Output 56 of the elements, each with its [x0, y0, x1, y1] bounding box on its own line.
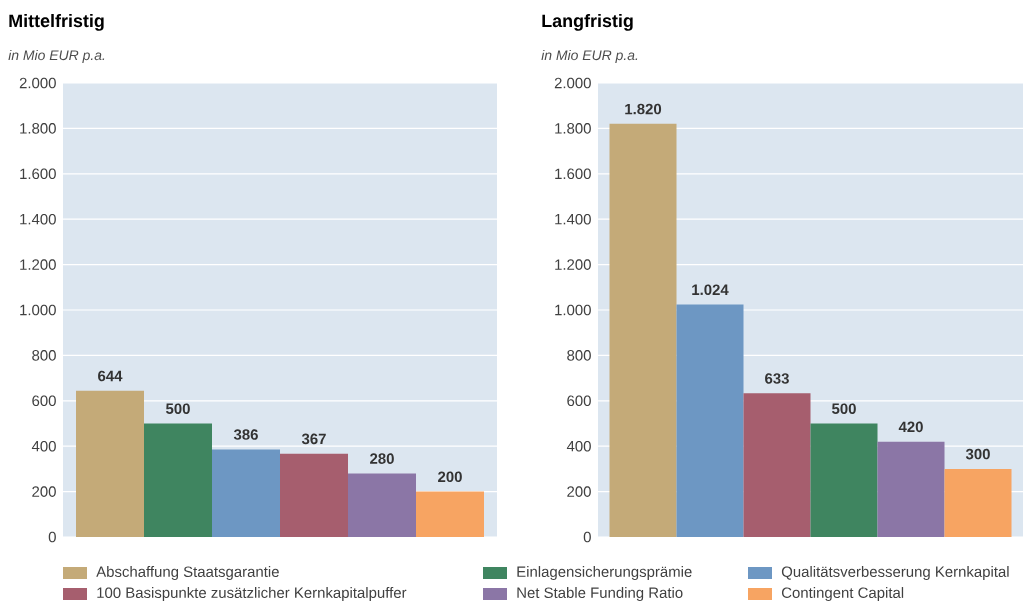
bar [280, 453, 348, 538]
y-tick-label: 600 [32, 395, 56, 407]
data-label: 633 [765, 373, 789, 384]
y-tick-label: 1.800 [555, 123, 591, 134]
data-label: 644 [98, 370, 123, 382]
y-tick-label: 0 [48, 531, 56, 543]
data-label: 300 [965, 448, 990, 460]
data-label: 1.820 [625, 103, 662, 115]
data-label: 420 [898, 421, 923, 433]
bar [944, 468, 1012, 538]
y-tick-label: 400 [31, 440, 56, 452]
bar [676, 304, 744, 538]
legend-label: Abschaffung Staatsgarantie [96, 566, 279, 580]
legend-label: Net Stable Funding Ratio [517, 587, 683, 601]
chart-title: Mittelfristig [9, 14, 104, 31]
data-label: 500 [165, 403, 190, 414]
bar [810, 423, 878, 538]
legend-label: 100 Basispunkte zusätzlicher Kernkapitalpuffer [97, 587, 407, 601]
bar [743, 393, 811, 538]
bar [348, 473, 416, 538]
y-tick-label: 800 [567, 350, 591, 361]
legend-label: Qualitätsverbesserung Kernkapital [781, 566, 1009, 580]
y-tick-label: 1.000 [555, 304, 591, 316]
data-label: 386 [233, 429, 258, 440]
y-tick-label: 800 [32, 350, 56, 361]
y-tick-label: 400 [566, 440, 591, 452]
bar [144, 423, 212, 538]
y-tick-label: 1.400 [555, 213, 591, 225]
y-tick-label: 2.000 [554, 77, 591, 89]
y-tick-label: 2.000 [19, 77, 56, 89]
y-tick-label: 600 [567, 395, 591, 407]
chart-title: Langfristig [542, 14, 633, 31]
bar [76, 390, 144, 538]
data-label: 280 [370, 453, 394, 464]
data-label: 1.024 [692, 284, 729, 296]
y-tick-label: 200 [32, 486, 56, 497]
legend-label: Einlagensicherungsprämie [517, 566, 692, 580]
bar [416, 491, 484, 538]
data-label: 200 [438, 471, 462, 483]
y-tick-label: 1.800 [20, 123, 56, 134]
y-tick-label: 1.400 [20, 213, 56, 225]
y-tick-label: 1.000 [20, 304, 56, 316]
bar [877, 441, 945, 538]
y-tick-label: 1.200 [555, 259, 591, 270]
chart-subtitle: in Mio EUR p.a. [541, 49, 638, 63]
bar [212, 449, 280, 538]
data-label: 367 [301, 433, 326, 445]
bar [609, 123, 677, 538]
data-label: 500 [831, 403, 856, 414]
legend-label: Contingent Capital [781, 587, 904, 601]
chart-subtitle: in Mio EUR p.a. [8, 49, 105, 63]
y-tick-label: 1.200 [20, 259, 56, 270]
y-tick-label: 1.600 [20, 168, 56, 180]
y-tick-label: 200 [567, 486, 591, 497]
y-tick-label: 0 [583, 531, 591, 543]
y-tick-label: 1.600 [555, 168, 591, 180]
